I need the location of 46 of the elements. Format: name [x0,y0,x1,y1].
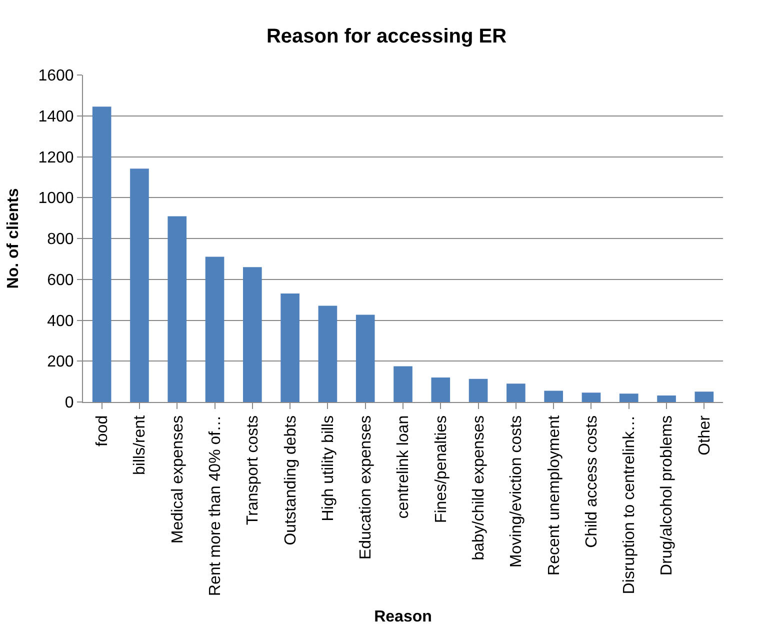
bar [130,168,149,402]
x-tick-label: Child access costs [583,415,600,548]
x-tick-label: Rent more than 40% of… [206,415,224,596]
bar [356,314,375,402]
bar [280,293,300,402]
x-tick-label: Fines/penalties [432,415,450,524]
x-tick-label: Drug/alcohol problems [658,415,676,576]
bar [582,392,601,402]
y-tick-label: 400 [47,312,74,330]
y-tick-label: 800 [47,231,74,248]
x-tick-label: Outstanding debts [282,415,300,546]
y-tick-label: 1400 [38,108,74,126]
x-tick-label: Transport costs [244,415,262,526]
bar [168,216,187,402]
y-tick-label: 1000 [38,190,74,208]
x-tick-label: Medical expenses [169,415,186,544]
x-tick-label: Moving/eviction costs [508,415,526,568]
bar [506,384,526,402]
x-tick-label: Disruption to centrelink… [621,415,638,594]
x-tick-label: food [94,415,112,447]
bar [318,306,338,402]
y-axis-title: No. of clients [5,188,22,289]
y-tick-label: 0 [64,394,74,412]
x-tick-label: Recent unemployment [546,414,563,576]
bar [694,392,714,402]
x-tick-label: centrelink loan [395,415,412,519]
x-tick-label: baby/child expenses [470,415,488,560]
bar [243,267,262,402]
y-tick-label: 1600 [38,68,74,85]
x-tick-label: bills/rent [132,414,149,475]
chart-title: Reason for accessing ER [266,26,508,48]
y-tick-label: 200 [47,354,74,371]
bar [431,377,450,402]
bar [92,106,112,402]
bar [205,256,224,402]
x-tick-label: Other [696,414,714,456]
bar [619,394,638,402]
bar [544,390,563,402]
x-tick-label: Education expenses [358,415,375,560]
x-axis-title: Reason [374,608,432,626]
bar [394,366,412,402]
bar [468,378,488,402]
y-tick-label: 600 [47,272,74,289]
bar [657,395,676,402]
x-tick-label: High utility bills [320,415,337,522]
y-tick-label: 1200 [38,149,74,166]
